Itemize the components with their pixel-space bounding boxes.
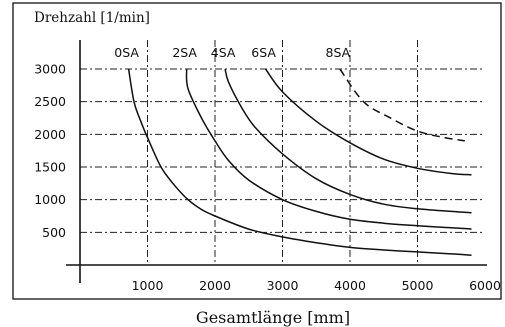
- y-axis-label: Drehzahl [1/min]: [34, 10, 150, 26]
- series-line-8sa: [339, 68, 465, 142]
- series-group: [127, 68, 472, 256]
- y-tick-label-2000: 2000: [34, 127, 66, 142]
- x-tick-label-1000: 1000: [132, 278, 164, 293]
- x-tick-label-6000: 6000: [469, 278, 501, 293]
- series-line-4sa: [224, 68, 472, 214]
- y-tick-label-3000: 3000: [34, 62, 66, 77]
- series-labels: 0SA 2SA 4SA 6SA 8SA: [114, 45, 350, 60]
- y-tick-label-1500: 1500: [34, 160, 66, 175]
- series-label-0sa: 0SA: [114, 45, 139, 60]
- series-line-2sa: [185, 68, 472, 230]
- series-label-6sa: 6SA: [251, 45, 276, 60]
- series-label-4sa: 4SA: [211, 45, 236, 60]
- series-label-2sa: 2SA: [172, 45, 197, 60]
- x-tick-label-4000: 4000: [334, 278, 366, 293]
- y-tick-label-500: 500: [42, 225, 66, 240]
- x-axis-label: Gesamtlänge [mm]: [196, 308, 350, 327]
- chart-frame: [12, 2, 502, 300]
- y-tick-label-2500: 2500: [34, 94, 66, 109]
- y-tick-label-1000: 1000: [34, 192, 66, 207]
- x-tick-label-2000: 2000: [199, 278, 231, 293]
- x-tick-label-3000: 3000: [267, 278, 299, 293]
- axes: [66, 40, 487, 283]
- tick-labels: 500 1000 1500 2000 2500 3000 1000 2000 3000 4000 5…: [34, 62, 501, 294]
- series-line-6sa: [264, 68, 472, 176]
- x-tick-label-5000: 5000: [402, 278, 434, 293]
- series-label-8sa: 8SA: [326, 45, 351, 60]
- series-line-0sa: [127, 68, 472, 256]
